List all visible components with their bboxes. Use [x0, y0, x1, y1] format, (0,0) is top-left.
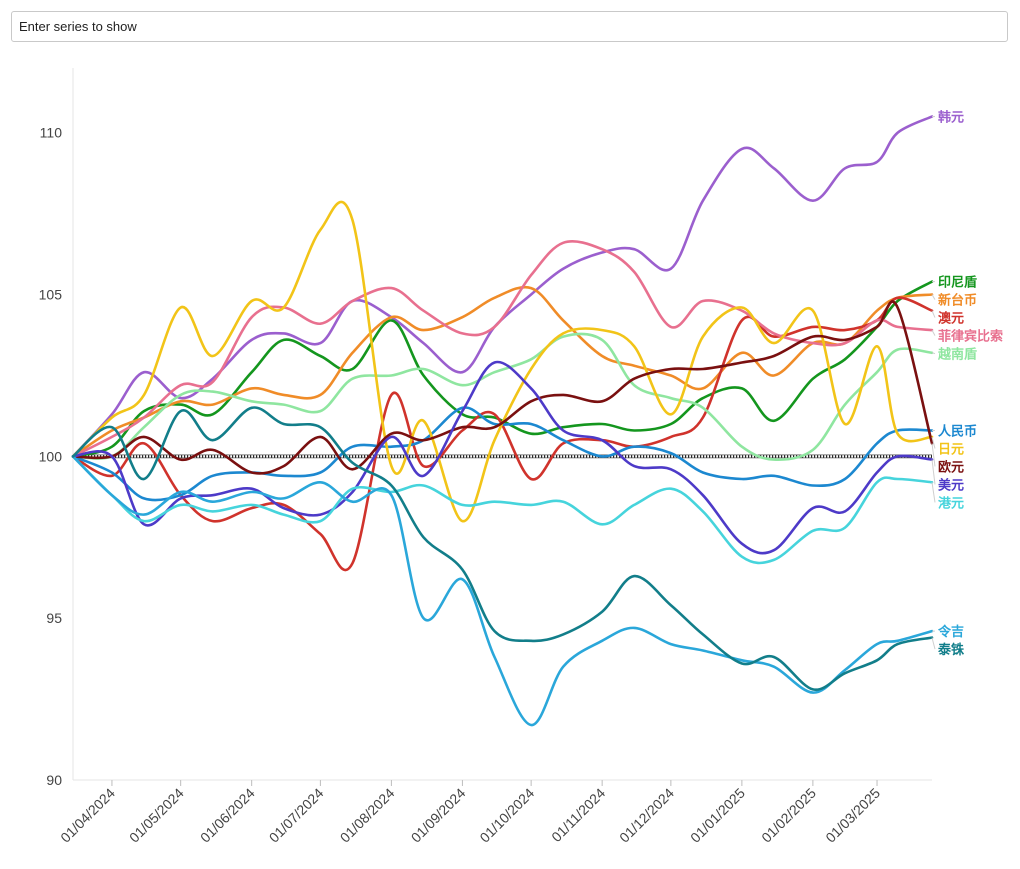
series-end-label[interactable]: 令吉 — [938, 624, 964, 640]
label-leader — [931, 459, 936, 485]
label-leader — [931, 310, 936, 318]
series-end-label[interactable]: 新台币 — [938, 293, 977, 309]
label-leader — [931, 352, 936, 355]
x-tick-label: 01/08/2024 — [337, 785, 398, 846]
x-tick-label: 01/02/2025 — [758, 785, 819, 846]
series-line-2[interactable] — [71, 285, 934, 458]
x-tick-label: 01/03/2025 — [822, 785, 883, 846]
y-tick-label: 110 — [40, 125, 63, 141]
series-line-8[interactable] — [71, 300, 934, 475]
x-tick-label: 01/11/2024 — [548, 785, 608, 845]
x-axis: 01/04/2024 01/05/2024 01/06/2024 01/07/2024… — [57, 780, 883, 846]
series-end-label[interactable]: 欧元 — [938, 459, 964, 475]
label-leader — [931, 329, 936, 336]
label-leader — [931, 637, 936, 650]
x-tick-label: 01/01/2025 — [687, 785, 748, 846]
series-end-label[interactable]: 人民币 — [938, 423, 977, 439]
label-leader — [931, 482, 936, 503]
y-tick-label: 95 — [46, 610, 62, 626]
series-line-12[interactable] — [71, 406, 934, 691]
x-tick-label: 01/04/2024 — [57, 785, 118, 846]
series-line-6[interactable] — [71, 406, 934, 502]
series-search-input[interactable] — [11, 11, 1008, 42]
gridlines — [72, 68, 932, 781]
series-line-3[interactable] — [71, 296, 934, 572]
series-line-4[interactable] — [71, 239, 934, 458]
y-tick-label: 105 — [39, 287, 63, 303]
y-axis: 90 95 100 105 110 — [39, 125, 63, 788]
y-tick-label: 90 — [46, 772, 62, 788]
x-tick-label: 01/06/2024 — [197, 785, 258, 846]
y-tick-label: 100 — [39, 448, 63, 464]
series-end-label[interactable]: 菲律宾比索 — [938, 329, 1003, 345]
series-line-9[interactable] — [71, 360, 934, 555]
series-end-label[interactable]: 美元 — [938, 477, 964, 493]
x-tick-label: 01/05/2024 — [126, 785, 187, 846]
label-leader — [931, 443, 936, 467]
x-tick-label: 01/07/2024 — [266, 785, 327, 846]
series-end-label[interactable]: 港元 — [938, 495, 964, 511]
series-end-label[interactable]: 越南盾 — [937, 347, 977, 363]
series-end-label[interactable]: 泰铢 — [937, 642, 965, 658]
series-end-label[interactable]: 印尼盾 — [938, 275, 977, 291]
x-tick-label: 01/10/2024 — [476, 785, 537, 846]
series-line-5[interactable] — [71, 332, 934, 462]
x-tick-label: 01/09/2024 — [408, 785, 469, 846]
x-tick-label: 01/12/2024 — [616, 785, 677, 846]
series-end-label[interactable]: 日元 — [938, 442, 964, 457]
series-end-label[interactable]: 澳元 — [938, 311, 964, 327]
series-end-label[interactable]: 韩元 — [938, 110, 964, 126]
label-leader — [931, 294, 936, 300]
series-line-10[interactable] — [71, 455, 934, 565]
series-lines — [71, 115, 934, 727]
label-leader — [931, 436, 936, 449]
series-line-7[interactable] — [71, 200, 934, 523]
series-line-11[interactable] — [71, 455, 934, 727]
